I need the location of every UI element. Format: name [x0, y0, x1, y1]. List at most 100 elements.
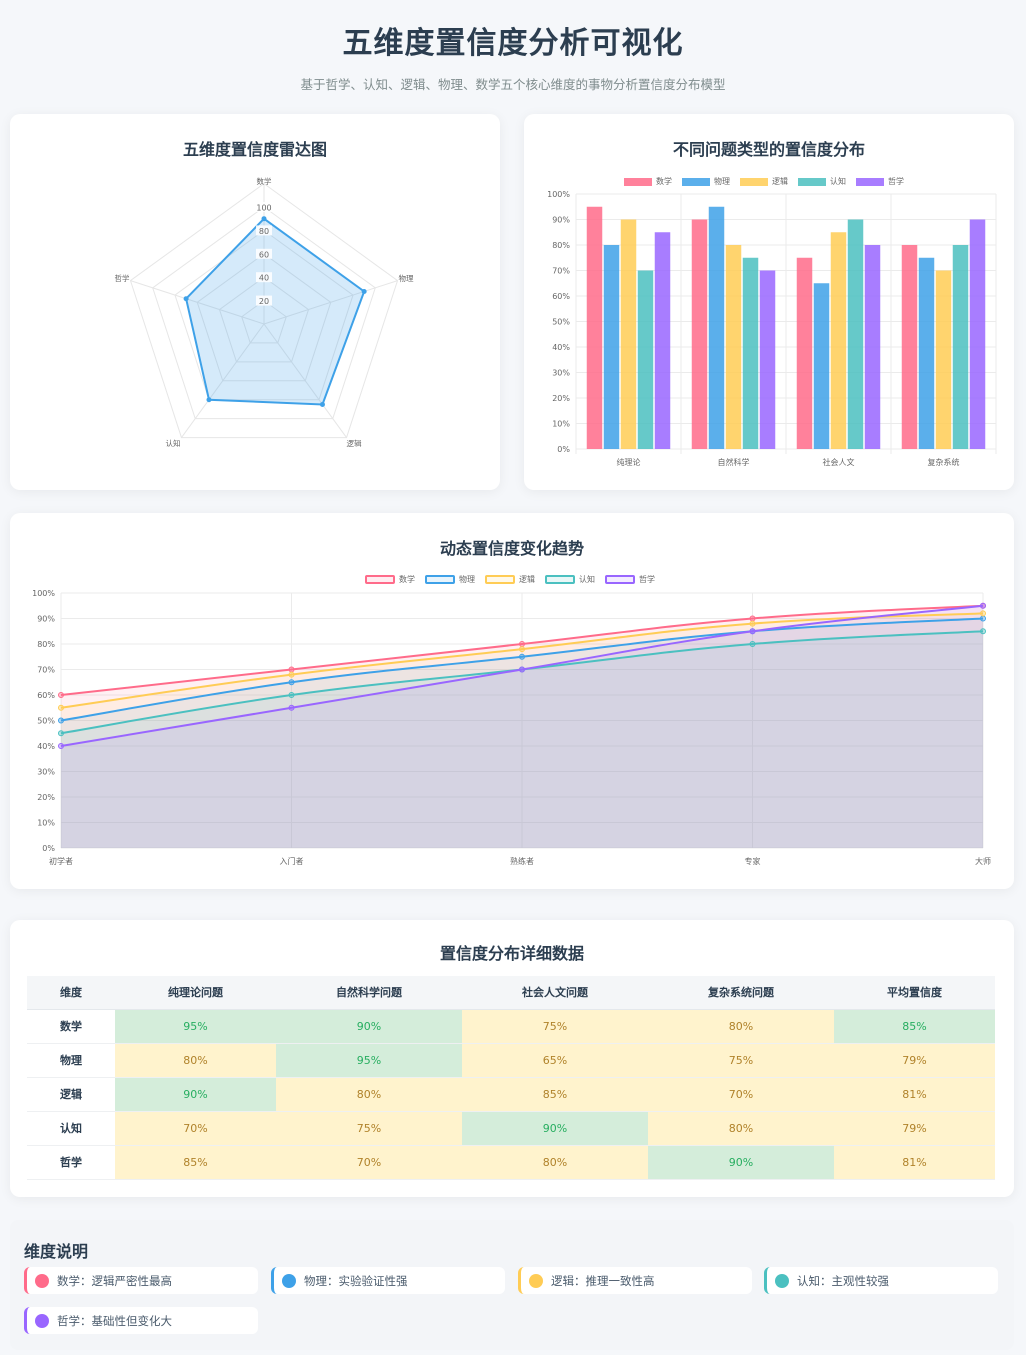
description-text: 物理：实验验证性强	[304, 1273, 408, 1288]
table-value-cell: 75%	[462, 1009, 648, 1044]
legend-label: 哲学	[888, 177, 904, 186]
line-series-物理	[60, 617, 984, 722]
radar-grid-ring	[129, 182, 399, 439]
table-card: 置信度分布详细数据 维度 纯理论问题 自然科学问题 社会人文问题 复杂系统问题 平均置信度…	[10, 920, 1014, 1197]
bar-legend-item[interactable]: 认知	[798, 176, 846, 187]
line-ytick-label: 60%	[37, 691, 55, 700]
line-series-哲学	[60, 604, 984, 747]
color-dot-icon	[775, 1273, 789, 1288]
line-ytick-label: 70%	[37, 666, 55, 675]
bar-认知	[637, 270, 654, 449]
bar-legend-item[interactable]: 哲学	[856, 176, 904, 187]
legend-swatch	[605, 575, 635, 584]
description-item: 数学：逻辑严密性最高	[24, 1267, 258, 1294]
line-ytick-label: 40%	[37, 742, 55, 751]
line-ytick-label: 10%	[37, 819, 55, 828]
line-legend-item[interactable]: 认知	[545, 574, 595, 585]
table-dimension-cell: 物理	[27, 1043, 115, 1078]
table-value-cell: 80%	[648, 1111, 834, 1146]
detail-table: 维度 纯理论问题 自然科学问题 社会人文问题 复杂系统问题 平均置信度 数学 95% 90% 7…	[27, 976, 995, 1180]
bar-legend-item[interactable]: 数学	[624, 176, 672, 187]
line-legend-item[interactable]: 数学	[365, 574, 415, 585]
bar-ytick-label: 80%	[552, 241, 570, 250]
line-legend-item[interactable]: 逻辑	[485, 574, 535, 585]
radar-tick-bg	[256, 272, 272, 283]
description-item: 物理：实验验证性强	[271, 1267, 505, 1294]
bar-ytick-label: 10%	[552, 420, 570, 429]
radar-tick-bg	[256, 295, 272, 306]
table-value-cell: 80%	[276, 1077, 462, 1112]
line-xtick-label: 初学者	[49, 856, 73, 866]
line-point	[58, 743, 64, 749]
line-area-认知	[61, 631, 983, 848]
dimension-description: 维度说明 数学：逻辑严密性最高 物理：实验验证性强 逻辑：推理一致性高 认知：主观性较…	[10, 1220, 1014, 1350]
radar-point	[361, 288, 367, 294]
bar-ytick-label: 20%	[552, 394, 570, 403]
table-value-cell: 80%	[648, 1009, 834, 1044]
line-legend-item[interactable]: 哲学	[605, 574, 655, 585]
bar-哲学	[969, 219, 986, 449]
radar-tick-label: 60	[259, 250, 269, 259]
bar-chart[interactable]: 0% 10% 20% 30% 40% 50% 60% 70% 80% 90% 100% 纯理论 自然科学…	[524, 114, 1014, 490]
legend-swatch	[740, 177, 768, 186]
table-row: 逻辑 90% 80% 85% 70% 81%	[27, 1077, 995, 1112]
bar-ytick-label: 60%	[552, 292, 570, 301]
bar-数学	[586, 206, 603, 449]
line-legend-item[interactable]: 物理	[425, 574, 475, 585]
table-value-cell: 90%	[648, 1145, 834, 1180]
legend-swatch	[682, 177, 710, 186]
line-point	[288, 704, 295, 711]
table-value-cell: 90%	[115, 1077, 276, 1112]
color-dot-icon	[35, 1273, 49, 1288]
radar-axis-label: 认知	[166, 438, 181, 448]
bar-legend-item[interactable]: 物理	[682, 176, 730, 187]
bar-legend-item[interactable]: 逻辑	[740, 176, 788, 187]
legend-swatch	[545, 575, 575, 584]
bar-数学	[691, 219, 708, 449]
radar-tick-bg	[256, 225, 272, 236]
table-dimension-cell: 数学	[27, 1009, 115, 1044]
legend-label: 认知	[579, 575, 595, 584]
color-dot-icon	[282, 1273, 296, 1288]
line-ytick-label: 30%	[37, 768, 55, 777]
radar-axis-label: 哲学	[115, 273, 130, 283]
description-text: 逻辑：推理一致性高	[551, 1273, 655, 1288]
bar-category-label: 复杂系统	[928, 457, 960, 467]
description-text: 认知：主观性较强	[797, 1273, 889, 1288]
description-item: 哲学：基础性但变化大	[24, 1307, 258, 1334]
color-dot-icon	[529, 1273, 543, 1288]
page-header: 五维度置信度分析可视化 基于哲学、认知、逻辑、物理、数学五个核心维度的事物分析置…	[0, 18, 1026, 93]
bar-物理	[918, 257, 935, 449]
radar-spoke	[263, 280, 398, 325]
bar-哲学	[864, 245, 881, 449]
line-point	[749, 628, 756, 635]
table-value-cell: 75%	[276, 1111, 462, 1146]
table-body: 数学 95% 90% 75% 80% 85% 物理 80% 95% 65% 75% 79% 逻辑 90% 8…	[27, 1009, 995, 1180]
table-header-cell: 复杂系统问题	[648, 976, 834, 1010]
radar-spoke	[263, 323, 347, 438]
description-text: 数学：逻辑严密性最高	[57, 1273, 172, 1288]
bar-legend: 数学 物理 逻辑 认知 哲学	[624, 176, 904, 187]
table-value-cell: 80%	[115, 1043, 276, 1078]
line-chart[interactable]: 0% 10% 20% 30% 40% 50% 60% 70% 80% 90% 100% 初学者 入门者 熟…	[10, 513, 1014, 889]
line-area-物理	[61, 618, 983, 848]
line-point	[58, 730, 64, 737]
radar-spoke	[130, 280, 265, 325]
radar-tick-label: 20	[259, 297, 269, 306]
table-value-cell: 70%	[648, 1077, 834, 1112]
legend-label: 物理	[714, 177, 730, 186]
table-header-cell: 自然科学问题	[276, 976, 462, 1010]
line-point	[58, 704, 64, 711]
table-row: 物理 80% 95% 65% 75% 79%	[27, 1043, 995, 1078]
radar-axis-label: 数学	[257, 176, 272, 186]
line-ytick-label: 80%	[37, 640, 55, 649]
bar-数学	[901, 245, 918, 449]
table-dimension-cell: 逻辑	[27, 1077, 115, 1112]
line-xtick-label: 大师	[975, 856, 991, 866]
bar-物理	[813, 283, 830, 449]
line-point	[519, 653, 525, 660]
radar-grid-ring	[241, 299, 287, 344]
description-text: 哲学：基础性但变化大	[57, 1313, 172, 1328]
description-title: 维度说明	[24, 1242, 89, 1261]
